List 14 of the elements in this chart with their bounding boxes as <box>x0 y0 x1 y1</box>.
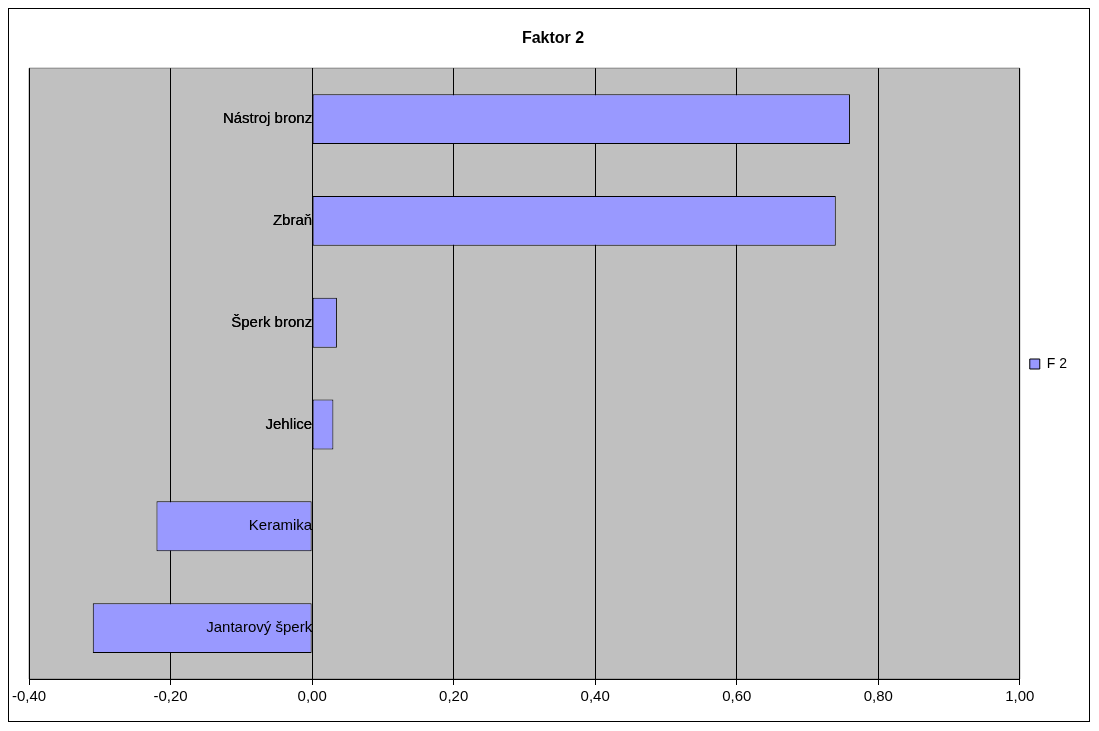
x-tick-label: -0,40 <box>11 687 47 705</box>
y-tick-label: Nástroj bronz <box>222 109 313 127</box>
y-tick-label: Zbraň <box>272 211 313 229</box>
legend-label: F 2 <box>1046 354 1068 371</box>
x-tick-label: 0,40 <box>580 687 610 705</box>
x-tick-label: 0,80 <box>863 687 893 705</box>
y-tick-label: Jehlice <box>265 414 313 432</box>
x-tick-label: 0,00 <box>297 687 327 705</box>
y-tick-label: Šperk bronz <box>231 312 313 330</box>
x-tick-label: 0,20 <box>439 687 469 705</box>
x-tick-label: 1,00 <box>1005 687 1035 705</box>
chart-title: Faktor 2 <box>521 29 585 47</box>
x-tick-label: 0,60 <box>722 687 752 705</box>
x-tick-label: -0,20 <box>153 687 188 705</box>
